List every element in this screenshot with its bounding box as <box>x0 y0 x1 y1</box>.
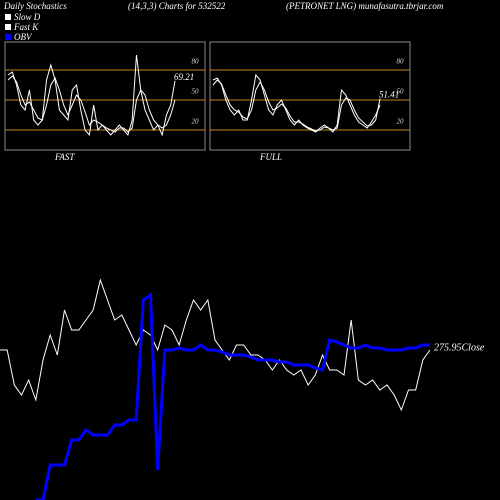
series-line <box>7 75 176 133</box>
panel-frame <box>209 41 411 151</box>
legend-label: Fast K <box>13 22 39 32</box>
y-tick-label: 80 <box>192 58 200 66</box>
series-line <box>212 79 381 132</box>
panel-title: FULL <box>259 152 282 162</box>
legend-swatch <box>5 24 11 30</box>
y-tick-label: 80 <box>397 58 405 66</box>
panel-frame <box>4 41 206 151</box>
legend-label: OBV <box>14 32 33 42</box>
panel-title: FAST <box>54 152 75 162</box>
series-line <box>7 54 176 137</box>
legend-swatch <box>5 34 11 40</box>
y-tick-label: 50 <box>397 88 405 96</box>
header-center: (14,3,3) Charts for 532522 <box>128 1 226 11</box>
series-line <box>212 73 381 133</box>
close-annotation: 275.95Close <box>434 342 485 353</box>
y-tick-label: 50 <box>192 88 200 96</box>
header-right: (PETRONET LNG) munafasutra.tbrjar.com <box>286 1 444 11</box>
y-tick-label: 20 <box>397 118 405 126</box>
last-value-label: 51.41 <box>379 90 399 100</box>
header-left: Daily Stochastics <box>3 1 67 11</box>
last-value-label: 69.21 <box>174 72 194 82</box>
legend-swatch <box>5 14 11 20</box>
y-tick-label: 20 <box>192 118 200 126</box>
legend-label: Slow D <box>14 12 41 22</box>
series-line <box>0 278 431 412</box>
series-line <box>35 292 430 500</box>
